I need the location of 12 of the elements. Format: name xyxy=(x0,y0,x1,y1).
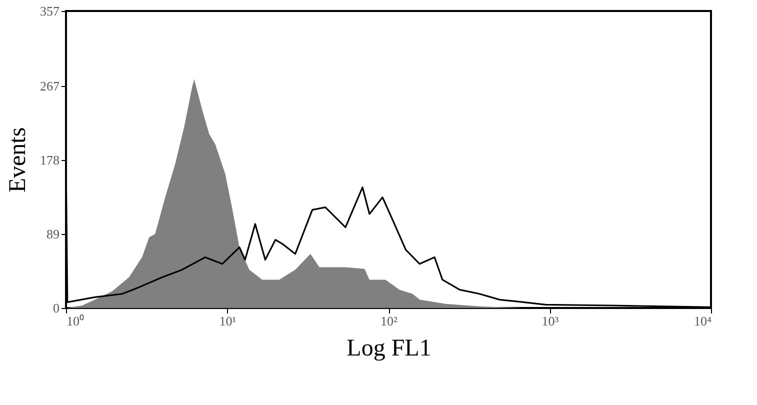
y-tick-label: 0 xyxy=(53,300,60,316)
x-tick-label: 10⁴ xyxy=(694,314,712,328)
y-tick-label: 267 xyxy=(40,78,60,94)
x-tick-label: 10⁰ xyxy=(66,314,84,328)
x-tick-label: 10³ xyxy=(542,314,559,328)
y-tick-label: 357 xyxy=(40,4,60,18)
x-tick-label: 10² xyxy=(380,314,398,328)
x-tick-label: 10¹ xyxy=(219,314,236,328)
y-tick-label: 89 xyxy=(46,226,60,242)
x-axis-title: Log FL1 xyxy=(346,336,432,362)
y-axis-title: Events xyxy=(5,127,31,193)
y-tick-label: 178 xyxy=(40,152,60,168)
